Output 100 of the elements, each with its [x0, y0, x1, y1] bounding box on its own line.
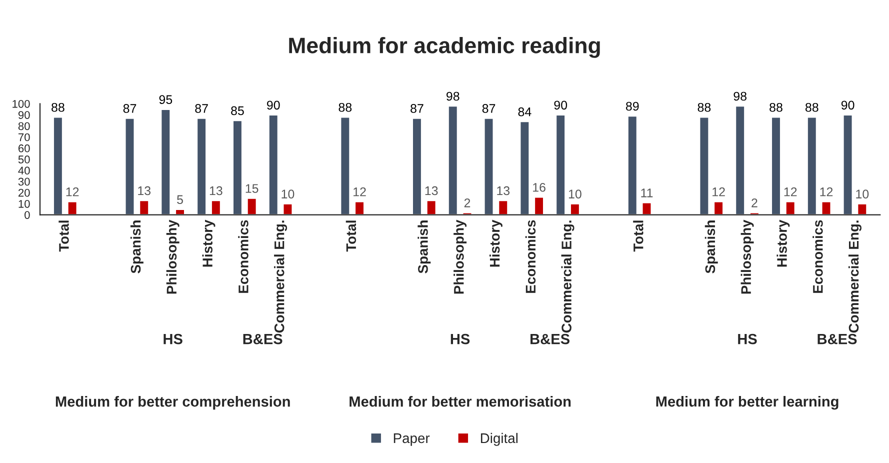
- data-label: 98: [734, 92, 746, 101]
- data-label: 10: [282, 190, 294, 198]
- x-tick-label: History: [202, 220, 216, 267]
- bar: [66, 200, 78, 215]
- y-tick-label: 70: [18, 133, 30, 142]
- data-label: 84: [518, 107, 532, 116]
- bar: [124, 117, 136, 215]
- data-label: 90: [554, 100, 568, 110]
- text: Medium for better comprehension: [56, 396, 290, 410]
- x-tick-label: Commercial Eng.: [848, 220, 862, 333]
- y-tick-label: 50: [18, 156, 30, 164]
- bar: [519, 120, 530, 215]
- data-label: 12: [784, 187, 797, 196]
- x-tick-label: History: [776, 220, 790, 267]
- y-tick-label: 90: [18, 111, 30, 119]
- bar: [196, 117, 207, 215]
- bar: [784, 200, 796, 215]
- y-tick-label: 0: [24, 211, 30, 219]
- data-label: 11: [641, 188, 653, 198]
- x-tick-label: Philosophy: [740, 220, 754, 294]
- data-label: 90: [267, 100, 280, 110]
- y-tick-label: 10: [18, 200, 30, 208]
- bar: [246, 197, 258, 215]
- bar: [641, 202, 652, 215]
- x-tick-label: Economics: [525, 220, 536, 293]
- data-label: 98: [446, 92, 460, 101]
- bar: [534, 196, 544, 215]
- text: Medium for better learning: [656, 396, 838, 410]
- data-label: 95: [159, 95, 172, 104]
- data-label: 12: [712, 187, 725, 196]
- y-tick-label: 80: [18, 122, 30, 130]
- data-label: 88: [52, 102, 64, 112]
- data-label: 12: [354, 187, 366, 196]
- bar: [734, 105, 746, 215]
- bar: [627, 115, 638, 215]
- data-label: 88: [770, 102, 782, 112]
- bar: [698, 116, 710, 215]
- data-label: 87: [123, 104, 136, 113]
- bar: [555, 114, 566, 215]
- bar: [770, 116, 782, 215]
- data-label: 13: [138, 186, 151, 196]
- text: B&ES: [530, 334, 570, 344]
- chart-title: Medium for academic reading: [289, 37, 600, 58]
- x-tick-label: Total: [633, 220, 644, 252]
- bar: [160, 108, 172, 215]
- bar: [483, 117, 494, 215]
- x-tick-label: History: [489, 220, 502, 267]
- bar: [412, 117, 422, 215]
- data-label: 10: [856, 190, 869, 198]
- bar: [52, 116, 64, 215]
- data-label: 87: [410, 104, 424, 113]
- bar: [282, 203, 294, 215]
- data-label: 87: [195, 104, 208, 113]
- data-label: 15: [246, 184, 258, 193]
- text: HS: [738, 334, 757, 344]
- y-tick-label: 20: [18, 188, 30, 197]
- bar: [749, 212, 760, 215]
- bar: [426, 200, 437, 215]
- x-tick-label: Total: [346, 220, 356, 252]
- x-tick-label: Economics: [238, 220, 248, 293]
- data-label: 89: [626, 102, 639, 111]
- bar: [842, 114, 854, 215]
- bar: [268, 114, 279, 215]
- x-tick-label: Philosophy: [166, 220, 180, 294]
- legend-label: Digital: [480, 432, 518, 446]
- bar: [856, 203, 868, 215]
- x-tick-label: Philosophy: [454, 220, 467, 294]
- bar: [354, 200, 365, 215]
- x-tick-label: Economics: [812, 220, 823, 293]
- bar: [174, 208, 186, 215]
- text: HS: [450, 334, 470, 344]
- text: HS: [164, 334, 182, 344]
- data-label: 12: [820, 187, 833, 196]
- x-tick-label: Commercial Eng.: [274, 220, 288, 333]
- data-label: 88: [338, 102, 352, 112]
- bar: [340, 116, 351, 215]
- bar: [232, 120, 243, 215]
- y-tick-label: 60: [18, 144, 30, 152]
- x-tick-label: Commercial Eng.: [561, 220, 574, 333]
- x-tick-label: Spanish: [418, 220, 431, 274]
- bar: [448, 105, 458, 215]
- bar: [498, 200, 508, 215]
- x-tick-label: Total: [58, 220, 69, 252]
- legend-label: Paper: [394, 433, 430, 446]
- x-tick-label: Spanish: [704, 220, 718, 274]
- bar: [570, 203, 580, 215]
- x-tick-label: Spanish: [130, 220, 144, 274]
- text: B&ES: [243, 334, 282, 344]
- text: B&ES: [818, 334, 857, 344]
- bar: [806, 116, 818, 215]
- bar: [138, 200, 150, 215]
- data-label: 88: [698, 102, 711, 112]
- data-label: 13: [425, 186, 438, 196]
- data-label: 5: [177, 195, 183, 204]
- y-tick-label: 100: [12, 100, 30, 108]
- data-label: 13: [210, 186, 222, 196]
- bar: [713, 200, 724, 215]
- bar: [210, 200, 222, 215]
- data-label: 88: [805, 102, 818, 112]
- data-label: 90: [841, 100, 854, 110]
